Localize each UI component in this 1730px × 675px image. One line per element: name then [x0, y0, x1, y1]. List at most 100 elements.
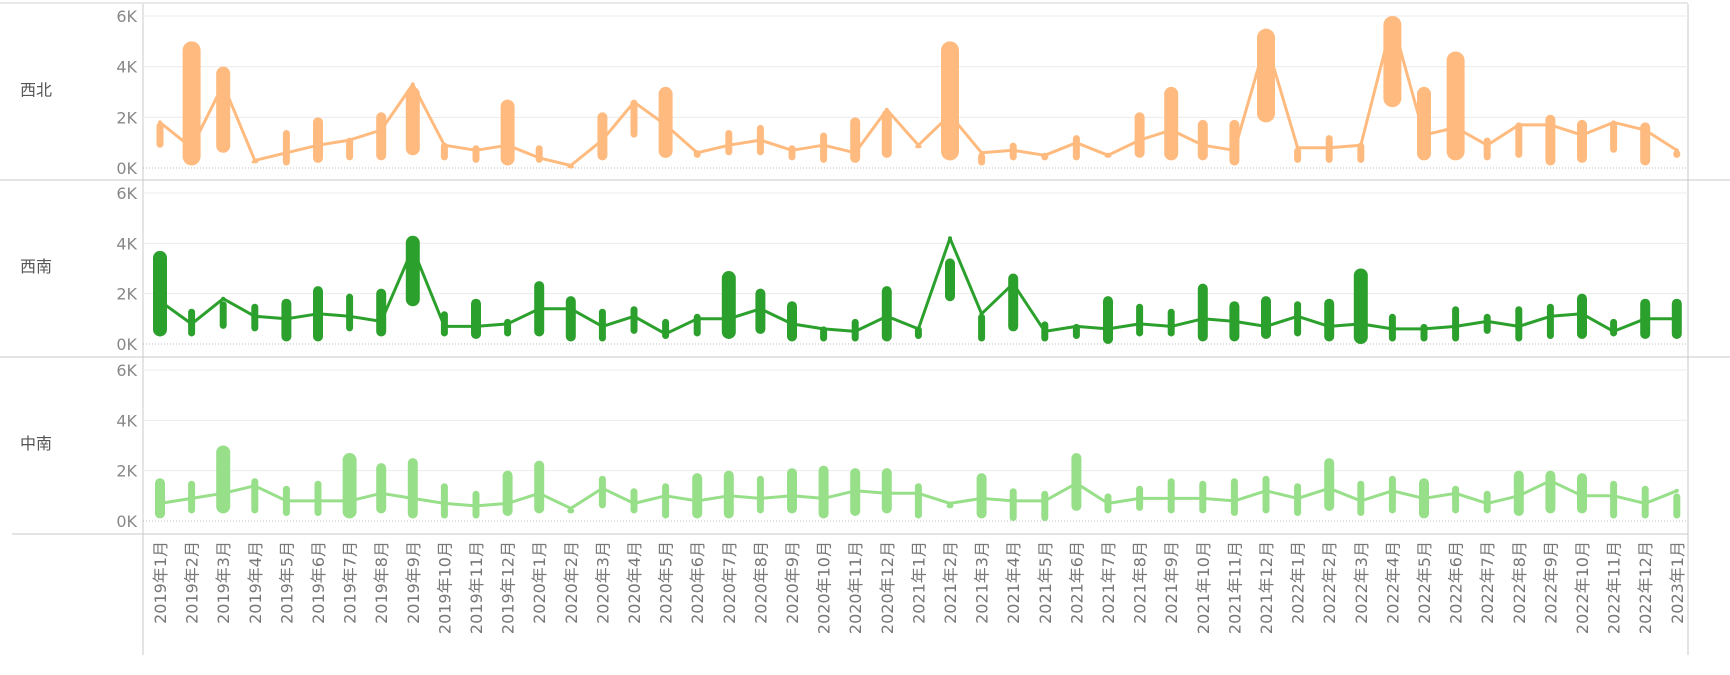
data-point [1611, 120, 1616, 125]
range-bar [565, 296, 576, 342]
range-bar [1262, 475, 1270, 514]
data-point [158, 501, 162, 506]
data-point [410, 246, 415, 251]
x-tick-label: 2020年9月 [783, 541, 802, 624]
range-bar [820, 132, 828, 163]
range-bar [376, 112, 387, 161]
x-tick-label: 2019年4月 [246, 541, 265, 624]
x-tick-label: 2019年8月 [372, 541, 391, 624]
range-bar [725, 130, 733, 156]
x-tick-label: 2020年12月 [878, 541, 897, 634]
data-point [979, 150, 984, 155]
data-point [1011, 498, 1016, 503]
data-point [1422, 496, 1426, 501]
range-bar [346, 137, 354, 161]
range-bar [788, 145, 796, 161]
x-tick-label: 2020年4月 [625, 541, 644, 624]
data-point [1390, 326, 1395, 331]
data-point [1137, 496, 1142, 501]
range-bar [662, 318, 670, 339]
range-bar [535, 145, 543, 163]
range-bar [787, 468, 797, 514]
y-tick-label: 4K [116, 234, 137, 253]
x-tick-label: 2021年1月 [909, 541, 928, 624]
range-bar [881, 468, 892, 514]
data-point [1422, 133, 1426, 138]
data-point [1295, 496, 1300, 501]
range-bar [1229, 119, 1240, 166]
data-point [1390, 19, 1395, 24]
range-bar [1357, 480, 1365, 516]
range-bar [1673, 493, 1681, 519]
range-bar [1545, 470, 1556, 514]
x-tick-label: 2020年10月 [815, 541, 834, 634]
x-tick-label: 2019年3月 [214, 541, 233, 624]
data-point [221, 296, 226, 301]
range-bar [630, 488, 638, 514]
range-bar [692, 473, 703, 519]
range-bar [1353, 268, 1368, 344]
data-point [1042, 153, 1047, 158]
x-tick-label: 2020年5月 [657, 541, 676, 624]
range-bar [153, 250, 167, 337]
x-tick-label: 2020年2月 [562, 541, 581, 624]
data-point [1232, 148, 1237, 153]
data-point [884, 107, 889, 112]
range-bar [850, 117, 861, 163]
range-bar [881, 109, 892, 158]
data-point [1042, 498, 1047, 503]
range-bar [1230, 478, 1238, 516]
range-bar [407, 458, 418, 519]
data-point [284, 150, 289, 155]
range-bar [1261, 296, 1271, 339]
x-tick-label: 2022年6月 [1447, 541, 1466, 624]
range-bar [1009, 488, 1017, 521]
data-point [1295, 314, 1300, 319]
data-point [1137, 321, 1142, 326]
data-point [1106, 501, 1110, 506]
data-point [410, 496, 415, 501]
range-bar [1452, 485, 1460, 514]
data-point [316, 311, 320, 316]
data-point [221, 82, 226, 87]
x-tick-label: 2021年4月 [1004, 541, 1023, 624]
y-tick-label: 0K [116, 335, 137, 354]
data-point [790, 321, 794, 326]
data-point [916, 491, 921, 496]
y-tick-label: 2K [116, 285, 137, 304]
data-point [252, 158, 257, 163]
data-point [1390, 488, 1395, 493]
y-tick-label: 6K [116, 361, 137, 380]
data-point [284, 498, 289, 503]
range-bar [1610, 122, 1618, 153]
range-bar [251, 478, 259, 514]
range-bar [1513, 470, 1524, 516]
x-tick-label: 2019年9月 [404, 541, 423, 624]
range-bar [1420, 323, 1428, 342]
x-tick-label: 2019年6月 [309, 541, 328, 624]
data-point [1453, 491, 1458, 496]
data-point [916, 143, 921, 148]
data-point [1643, 501, 1648, 506]
range-bar [1452, 306, 1460, 342]
data-point [1232, 319, 1237, 324]
range-bar [1324, 298, 1335, 342]
range-bar [502, 470, 513, 516]
range-bar [1103, 296, 1113, 344]
range-bar [567, 508, 575, 514]
range-bar [881, 286, 892, 342]
data-point [1074, 324, 1079, 329]
data-point [884, 491, 889, 496]
data-point [1580, 311, 1584, 316]
data-point [758, 138, 763, 143]
x-tick-label: 2022年2月 [1320, 541, 1339, 624]
data-point [695, 498, 700, 503]
x-tick-label: 2023年1月 [1668, 541, 1687, 624]
data-point [189, 145, 194, 150]
data-point [347, 314, 352, 319]
data-point [474, 148, 478, 153]
range-bar [313, 117, 323, 163]
range-bar [787, 301, 797, 342]
x-tick-label: 2022年3月 [1352, 541, 1371, 624]
range-bar [1388, 475, 1396, 514]
